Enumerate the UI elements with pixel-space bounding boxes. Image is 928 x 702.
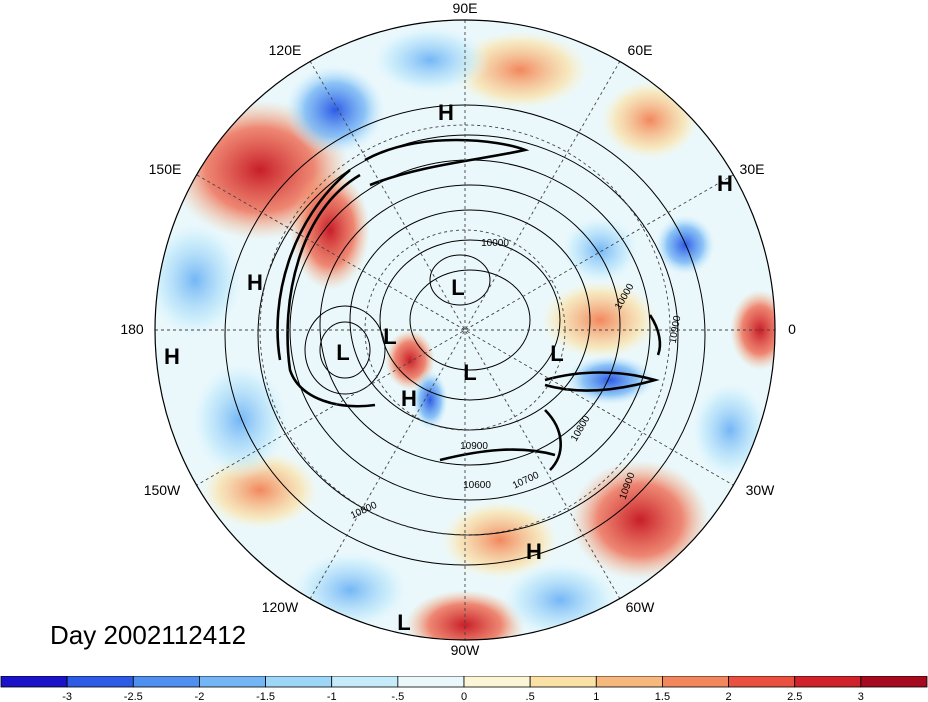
colorbar-boxes xyxy=(0,676,928,688)
colorbar-tick-label: -2.5 xyxy=(124,691,143,702)
contour-label: 10600 xyxy=(463,480,491,491)
colorbar-tick-label: 1.5 xyxy=(655,691,670,702)
lon-label: 180 xyxy=(120,321,144,337)
jet-contours xyxy=(276,138,662,471)
colorbar-box xyxy=(331,676,399,688)
colorbar-box xyxy=(794,676,862,688)
lat-lon-grid xyxy=(155,20,775,640)
colorbar-box xyxy=(397,676,465,688)
colorbar-tick-label: -.5 xyxy=(391,691,404,702)
colorbar-ticks: -3 -2.5 -2 -1.5 -1 -.5 0 .5 1 1.5 2 2.5 3 xyxy=(62,691,864,702)
day-label: Day 2002112412 xyxy=(50,620,247,650)
colorbar-box xyxy=(265,676,333,688)
lon-label: 90E xyxy=(453,0,478,16)
lon-label: 30W xyxy=(746,482,776,498)
colorbar-tick-label: -1 xyxy=(327,691,337,702)
low-pressure-marker: L xyxy=(550,341,563,366)
colorbar: -3 -2.5 -2 -1.5 -1 -.5 0 .5 1 1.5 2 2.5 3 xyxy=(0,676,928,702)
colorbar-box xyxy=(132,676,200,688)
colorbar-tick-label: 3 xyxy=(858,691,864,702)
map-boundary xyxy=(154,19,776,641)
colorbar-box xyxy=(595,676,663,688)
colorbar-tick-label: 0 xyxy=(461,691,467,702)
colorbar-box xyxy=(0,676,68,688)
pressure-center-markers: H H H H H H L L L L L L xyxy=(164,100,733,635)
lon-label: 150E xyxy=(149,161,182,177)
contour-label: 10000 xyxy=(481,238,509,249)
high-pressure-marker: H xyxy=(247,270,263,295)
colorbar-box xyxy=(66,676,134,688)
lon-label: 60E xyxy=(628,42,653,58)
lon-label: 30E xyxy=(740,161,765,177)
low-pressure-marker: L xyxy=(451,275,464,300)
high-pressure-marker: H xyxy=(164,344,180,369)
colorbar-tick-label: 2 xyxy=(726,691,732,702)
colorbar-tick-label: 2.5 xyxy=(787,691,802,702)
colorbar-box xyxy=(529,676,597,688)
longitude-labels: 90E 60E 30E 0 30W 60W 90W 120W 150W 180 … xyxy=(120,0,796,658)
contour-label: 10900 xyxy=(668,314,684,344)
lon-label: 0 xyxy=(788,321,796,337)
high-pressure-marker: H xyxy=(717,171,733,196)
lon-label: 60W xyxy=(626,599,656,615)
colorbar-box xyxy=(728,676,796,688)
colorbar-tick-label: -3 xyxy=(62,691,72,702)
low-pressure-marker: L xyxy=(463,360,476,385)
colorbar-tick-label: .5 xyxy=(526,691,535,702)
high-pressure-marker: H xyxy=(438,100,454,125)
anomaly-field xyxy=(155,20,775,640)
colorbar-box xyxy=(662,676,729,688)
colorbar-box xyxy=(463,676,531,688)
high-pressure-marker: H xyxy=(401,386,417,411)
colorbar-box xyxy=(199,676,266,688)
lon-label: 120W xyxy=(262,599,299,615)
low-pressure-marker: L xyxy=(397,610,410,635)
colorbar-tick-label: -1.5 xyxy=(256,691,275,702)
high-pressure-marker: H xyxy=(526,539,542,564)
lon-label: 150W xyxy=(144,482,181,498)
low-pressure-marker: L xyxy=(383,324,396,349)
colorbar-box xyxy=(860,676,928,688)
contour-label: 10900 xyxy=(460,441,488,452)
lon-label: 120E xyxy=(269,42,302,58)
lon-label: 90W xyxy=(451,642,481,658)
colorbar-tick-label: 1 xyxy=(593,691,599,702)
low-pressure-marker: L xyxy=(336,340,349,365)
colorbar-tick-label: -2 xyxy=(195,691,205,702)
